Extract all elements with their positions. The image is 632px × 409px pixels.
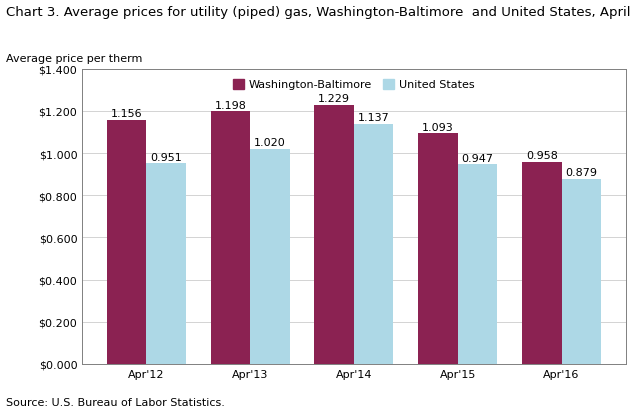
Text: 1.229: 1.229	[318, 94, 350, 104]
Text: 0.947: 0.947	[461, 153, 494, 163]
Text: 1.156: 1.156	[111, 109, 142, 119]
Text: 0.879: 0.879	[565, 167, 597, 178]
Bar	[315, 106, 354, 364]
Text: 1.198: 1.198	[214, 100, 246, 110]
Text: 1.020: 1.020	[254, 138, 286, 148]
Bar	[418, 134, 458, 364]
Legend: Washington-Baltimore, United States: Washington-Baltimore, United States	[229, 75, 479, 95]
Text: Source: U.S. Bureau of Labor Statistics.: Source: U.S. Bureau of Labor Statistics.	[6, 397, 225, 407]
Text: 0.958: 0.958	[526, 151, 558, 161]
Text: 1.093: 1.093	[422, 122, 454, 133]
Bar	[354, 125, 393, 364]
Bar	[561, 179, 601, 364]
Bar	[522, 162, 561, 364]
Bar	[147, 164, 186, 364]
Text: 0.951: 0.951	[150, 152, 182, 162]
Bar	[210, 112, 250, 364]
Text: Chart 3. Average prices for utility (piped) gas, Washington-Baltimore  and Unite: Chart 3. Average prices for utility (pip…	[6, 6, 632, 19]
Bar	[107, 121, 147, 364]
Text: 1.137: 1.137	[358, 113, 389, 123]
Text: Average price per therm: Average price per therm	[6, 54, 143, 63]
Bar	[250, 149, 289, 364]
Bar	[458, 165, 497, 364]
